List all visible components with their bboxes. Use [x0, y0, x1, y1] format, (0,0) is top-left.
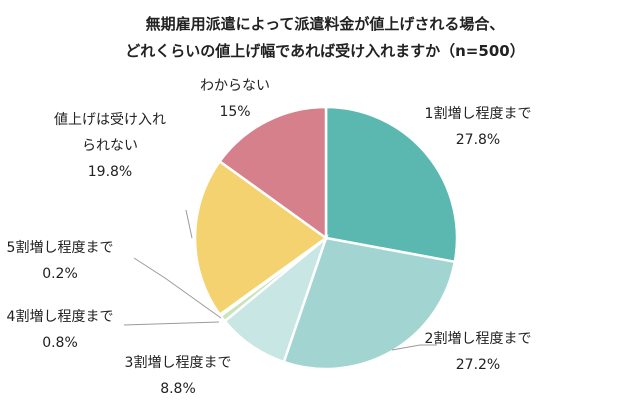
chart-title-line: どれくらいの値上げ幅であれば受け入れますか（n=500） — [125, 42, 524, 60]
pie-slice — [282, 236, 457, 371]
chart-title-line: 無期雇用派遣によって派遣料金が値上げされる場合、 — [146, 15, 505, 33]
pie-slice — [193, 159, 329, 317]
slice-value-label: 8.8% — [160, 381, 196, 397]
slice-label: 2割増し程度まで — [425, 330, 532, 347]
slice-labels: 1割増し程度まで 27.8% 2割増し程度まで 27.2% 3割増し程度まで 8.8% 4割… — [7, 78, 532, 397]
slice-label: 4割増し程度まで — [7, 308, 114, 325]
slice-value-label: 0.2% — [42, 266, 78, 282]
slice-label: 3割増し程度まで — [125, 354, 232, 371]
slice-value-label: 19.8% — [88, 164, 132, 180]
chart-title: 無期雇用派遣によって派遣料金が値上げされる場合、どれくらいの値上げ幅であれば受け… — [125, 15, 524, 60]
leader-line — [133, 257, 222, 319]
slice-value-label: 27.8% — [456, 132, 500, 148]
leader-line — [185, 209, 193, 239]
leader-lines — [123, 209, 437, 351]
slice-value-label: 15% — [219, 104, 250, 120]
slice-label: 5割増し程度まで — [7, 239, 114, 256]
slice-label: わからない — [200, 78, 270, 94]
slice-label: 1割増し程度まで — [425, 105, 532, 122]
slice-label: 値上げは受け入れ — [54, 112, 166, 128]
pie-slices — [193, 105, 459, 371]
pie-slice — [324, 105, 459, 264]
slice-value-label: 0.8% — [42, 335, 78, 351]
slice-label: られない — [82, 138, 138, 154]
leader-line — [391, 344, 437, 351]
pie-slice — [217, 105, 328, 241]
leader-line — [123, 321, 220, 326]
slice-value-label: 27.2% — [456, 357, 500, 373]
